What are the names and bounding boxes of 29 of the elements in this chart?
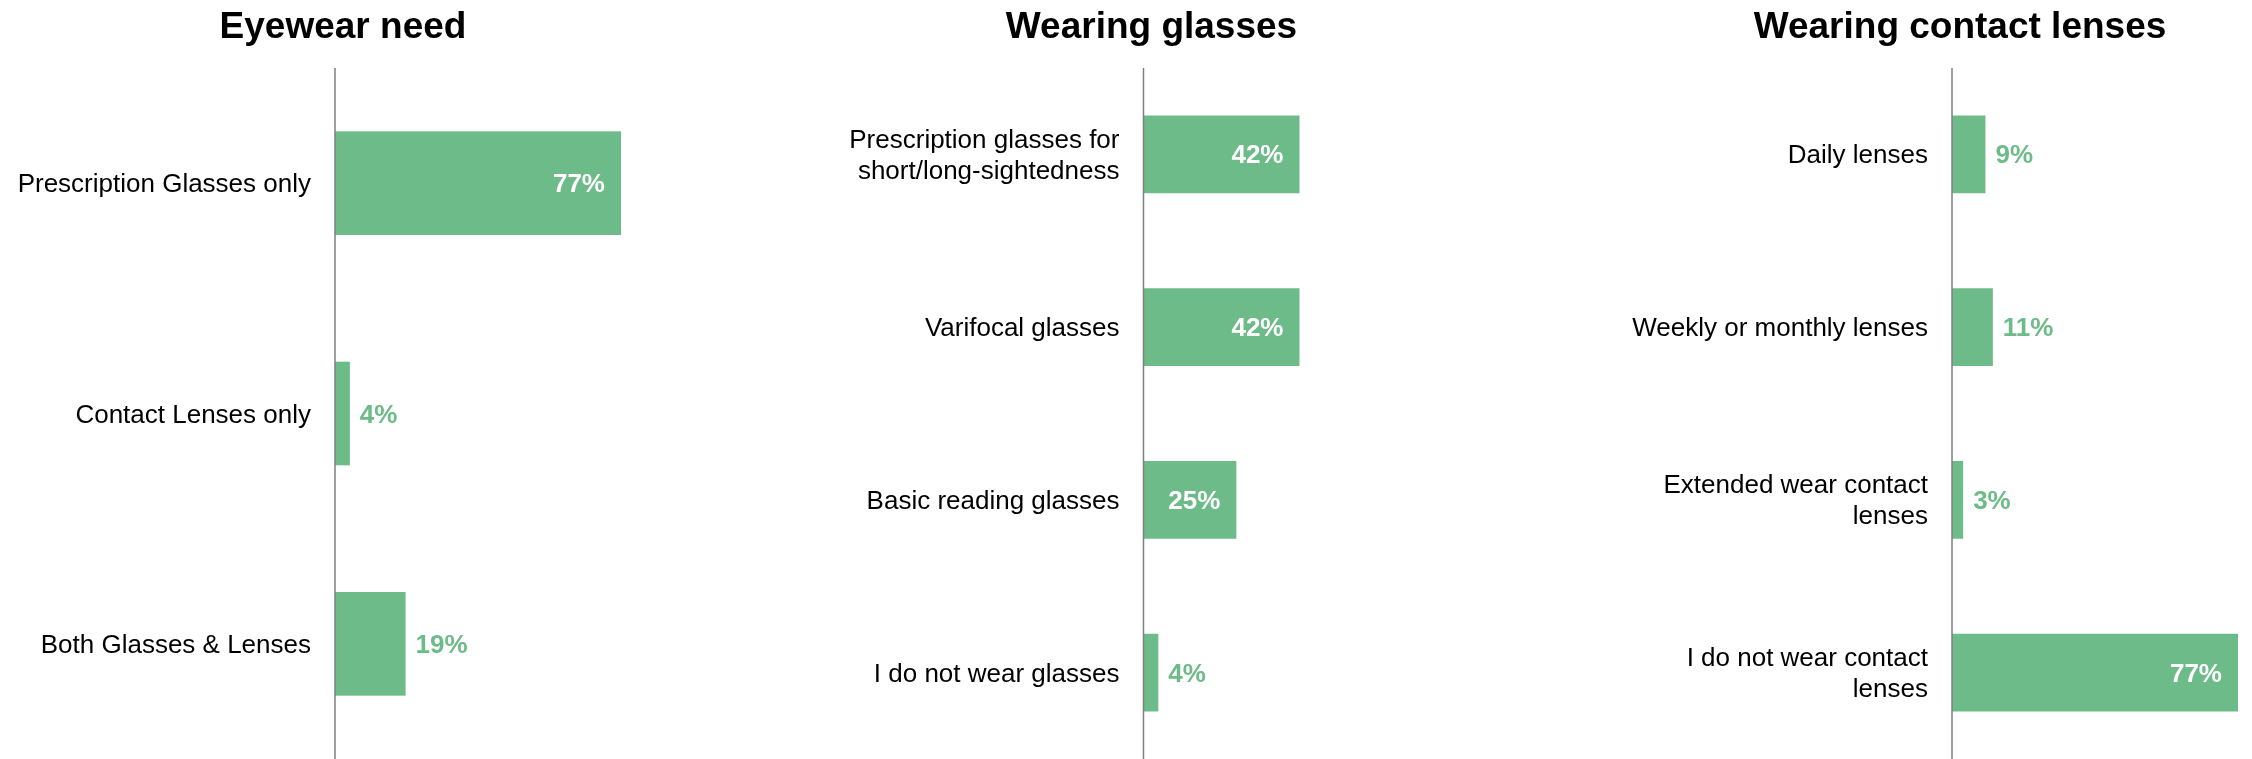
data-label: 77% — [2169, 657, 2222, 688]
y-tick-label: Both Glasses & Lenses — [40, 628, 311, 659]
bar — [1952, 461, 1964, 539]
y-tick-label: Contact Lenses only — [75, 398, 311, 429]
y-tick-label: Daily lenses — [1787, 139, 1928, 170]
data-label: 77% — [552, 168, 605, 199]
y-tick-label: Basic reading glasses — [866, 484, 1120, 515]
y-tick-label: I do not wear contact lenses — [1686, 642, 1929, 704]
data-label: 4% — [359, 398, 398, 429]
data-label: 19% — [415, 628, 468, 659]
y-tick-label: Prescription glasses for short/long-sightedness — [849, 123, 1120, 185]
chart-title: Wearing glasses — [1005, 5, 1298, 46]
bar — [1952, 288, 1993, 366]
data-label: 11% — [2002, 312, 2054, 343]
data-label: 9% — [1995, 139, 2034, 170]
y-tick-label: Prescription Glasses only — [17, 168, 311, 199]
bar — [1952, 115, 1986, 194]
data-label: 42% — [1231, 312, 1284, 343]
chart-title: Eyewear need — [219, 5, 467, 46]
y-tick-label: I do not wear glasses — [873, 657, 1120, 688]
y-tick-label: Extended wear contact lenses — [1663, 469, 1929, 531]
data-label: 25% — [1168, 484, 1221, 515]
data-label: 4% — [1168, 657, 1206, 688]
data-label: 3% — [1973, 484, 2011, 515]
y-tick-label: Weekly or monthly lenses — [1632, 312, 1928, 343]
y-tick-label: Varifocal glasses — [924, 312, 1120, 343]
data-label: 42% — [1231, 139, 1284, 170]
chart-title: Wearing contact lenses — [1753, 5, 2167, 46]
bar — [1952, 633, 2238, 712]
